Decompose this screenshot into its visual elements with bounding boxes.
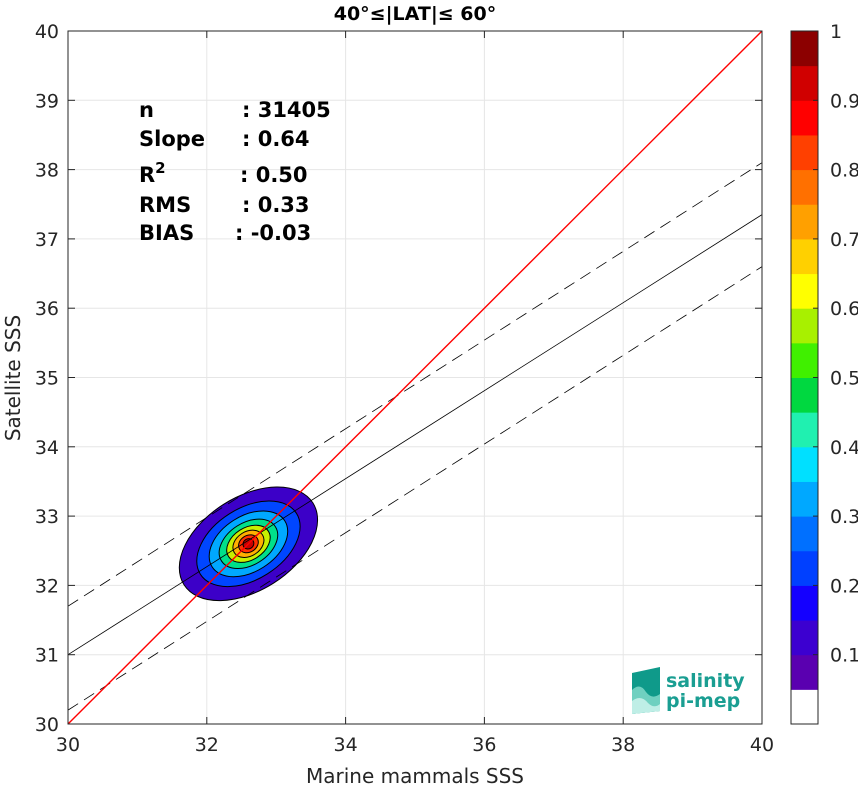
dashed-line xyxy=(67,266,763,711)
colorbar-segment xyxy=(791,481,818,517)
colorbar-tick-label: 0.6 xyxy=(830,298,858,320)
colorbar: 1 0.9 0.8 0.7 0.6 0.5 0.4 0.3 0.2 0.1 xyxy=(790,21,858,725)
x-tick-label: 38 xyxy=(611,734,635,756)
y-tick-label: 34 xyxy=(35,437,59,459)
axis-ticks: 30 32 34 36 38 40 30 31 32 33 34 35 36 37 38 39 40 xyxy=(35,21,774,756)
logo-text-salinity: salinity xyxy=(666,670,745,692)
colorbar-segment xyxy=(791,654,818,690)
colorbar-segment xyxy=(791,169,818,205)
chart-title: 40°≤|LAT|≤ 60° xyxy=(334,3,497,25)
y-tick-label: 33 xyxy=(35,506,59,528)
y-tick-label: 32 xyxy=(35,575,59,597)
colorbar-segment xyxy=(791,100,818,136)
colorbar-segment xyxy=(791,273,818,309)
colorbar-tick-label: 0.9 xyxy=(830,90,858,112)
colorbar-segment xyxy=(791,585,818,621)
stat-label: RMS xyxy=(139,193,191,217)
colorbar-tick-label: 0.7 xyxy=(830,229,858,251)
reference-lines xyxy=(67,30,763,725)
colorbar-segment xyxy=(791,134,818,171)
stat-value: : 31405 xyxy=(242,98,331,122)
x-tick-label: 40 xyxy=(750,734,774,756)
colorbar-segment xyxy=(791,238,818,275)
colorbar-segment xyxy=(791,550,818,586)
logo-mark-icon xyxy=(632,667,660,714)
stat-label: Slope xyxy=(139,127,205,151)
stat-label: BIAS xyxy=(139,221,194,245)
colorbar-segment xyxy=(791,31,818,67)
colorbar-tick-label: 0.3 xyxy=(830,506,858,528)
colorbar-tick-label: 0.4 xyxy=(830,437,858,459)
colorbar-segment xyxy=(791,446,818,482)
x-tick-label: 32 xyxy=(195,734,219,756)
dashed-line xyxy=(67,162,763,607)
colorbar-tick-label: 0.1 xyxy=(830,645,858,667)
y-tick-label: 31 xyxy=(35,645,59,667)
colorbar-segment xyxy=(791,65,818,101)
y-tick-label: 39 xyxy=(35,90,59,112)
colorbar-segment xyxy=(791,204,818,240)
stat-value: : 0.33 xyxy=(242,193,310,217)
stat-value: : 0.50 xyxy=(240,163,308,187)
colorbar-tick-label: 1 xyxy=(830,21,842,43)
x-tick-label: 36 xyxy=(472,734,496,756)
colorbar-segment xyxy=(791,377,818,413)
x-tick-label: 30 xyxy=(56,734,80,756)
y-tick-label: 35 xyxy=(35,368,59,390)
logo-text-pimep: pi-mep xyxy=(666,690,740,712)
colorbar-tick-label: 0.2 xyxy=(830,575,858,597)
colorbar-segment xyxy=(791,412,818,448)
colorbar-segment xyxy=(791,689,818,725)
colorbar-segment xyxy=(791,620,818,656)
y-tick-label: 37 xyxy=(35,229,59,251)
y-tick-label: 30 xyxy=(35,714,59,736)
x-tick-label: 34 xyxy=(334,734,358,756)
x-axis-label: Marine mammals SSS xyxy=(306,764,524,786)
stat-label: R2 xyxy=(139,159,166,187)
colorbar-tick-label: 0.5 xyxy=(830,368,858,390)
y-tick-label: 36 xyxy=(35,298,59,320)
colorbar-segment xyxy=(791,308,818,344)
stats-box: n : 31405 Slope : 0.64 R2 : 0.50 RMS : 0.33 BIAS… xyxy=(139,98,331,245)
regression-line xyxy=(67,214,763,656)
salinity-pimep-logo: salinity pi-mep xyxy=(632,667,745,714)
y-axis-label: Satellite SSS xyxy=(1,315,25,441)
stat-label: n xyxy=(139,98,154,122)
stat-value: : 0.64 xyxy=(242,127,310,151)
y-tick-label: 40 xyxy=(35,21,59,43)
identity-line xyxy=(67,30,763,725)
stat-value: : -0.03 xyxy=(235,221,311,245)
colorbar-tick-label: 0.8 xyxy=(830,160,858,182)
colorbar-segment xyxy=(791,342,818,378)
colorbar-segment xyxy=(791,516,818,552)
y-tick-label: 38 xyxy=(35,160,59,182)
